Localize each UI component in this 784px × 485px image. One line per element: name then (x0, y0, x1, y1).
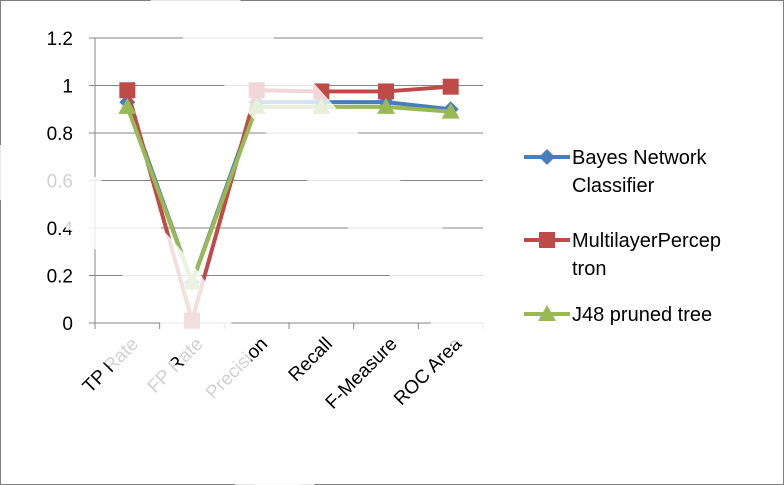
marker-square (184, 312, 200, 329)
marker-square (442, 78, 459, 95)
legend-entry: Bayes Network Classifier (524, 147, 707, 197)
y-tick-label: 0.8 (47, 124, 73, 145)
y-tick-label: 0 (62, 314, 73, 335)
series-line (125, 84, 451, 323)
x-tick-label: FP Rate (144, 334, 208, 398)
legend-label: Classifier (572, 175, 655, 197)
legend-label: MultilayerPercep (572, 230, 721, 252)
legend-entry: MultilayerPercep tron (524, 230, 721, 280)
legend-label: tron (572, 258, 606, 280)
y-tick-label: 0.6 (47, 172, 73, 193)
y-tick-label: 0.4 (47, 219, 74, 240)
x-tick-label: ROC Area (390, 333, 466, 409)
marker-square (119, 82, 136, 99)
marker-square (539, 232, 555, 248)
series-0 (119, 94, 459, 291)
y-axis-tick-labels: 0 0.2 0.4 0.6 0.8 1 1.2 (47, 29, 74, 335)
legend-label: J48 pruned tree (572, 304, 712, 326)
marker-triangle (118, 97, 137, 114)
marker-diamond (539, 149, 555, 165)
x-tick-label: TP Rate (79, 334, 143, 398)
series-lines (118, 78, 460, 329)
series-line (125, 100, 451, 285)
axes (89, 37, 484, 329)
y-tick-label: 0.2 (47, 267, 73, 288)
marker-square (378, 83, 394, 100)
legend: Bayes Network Classifier MultilayerPercep t… (524, 147, 721, 326)
marker-triangle (538, 305, 556, 321)
gridlines (95, 37, 483, 276)
x-tick-label: Recall (285, 334, 337, 386)
legend-entry: J48 pruned tree (524, 304, 712, 326)
legend-label: Bayes Network (572, 147, 707, 169)
marker-square (248, 82, 265, 99)
y-tick-label: 1.2 (47, 29, 73, 50)
series-2 (118, 97, 460, 290)
y-tick-label: 1 (62, 77, 73, 98)
x-tick-label: Precision (202, 334, 272, 404)
series-1 (119, 78, 459, 329)
marker-square (313, 83, 330, 100)
